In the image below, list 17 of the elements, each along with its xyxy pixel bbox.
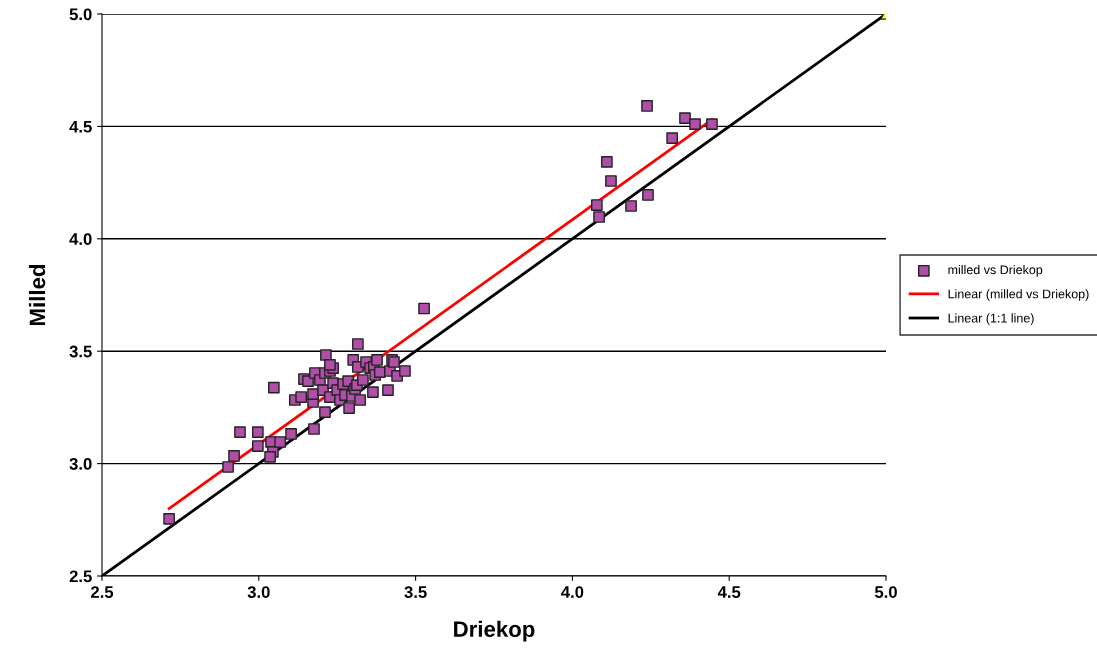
legend-label: Linear (1:1 line)	[948, 313, 1034, 325]
x-tick-label: 4.5	[717, 586, 741, 598]
x-tick-label: 3.0	[247, 586, 270, 598]
y-tick-label: 3.0	[69, 458, 92, 470]
y-tick-label: 4.5	[69, 120, 92, 133]
x-tick-label: 3.5	[404, 586, 427, 598]
x-tick-label: 2.5	[90, 586, 114, 598]
y-tick-label: 3.5	[69, 345, 92, 358]
x-tick-label: 4.0	[561, 586, 584, 598]
x-axis-title: Driekop	[454, 620, 535, 642]
y-tick-label: 4.0	[69, 233, 92, 245]
y-axis-title: Milled	[28, 264, 46, 325]
legend-label: Linear (milled vs Driekop)	[948, 289, 1089, 301]
y-tick-label: 2.5	[69, 570, 92, 583]
y-tick-label: 5.0	[69, 8, 92, 21]
x-tick-label: 5.0	[874, 586, 897, 598]
legend-label: milled vs Driekop	[948, 265, 1043, 277]
